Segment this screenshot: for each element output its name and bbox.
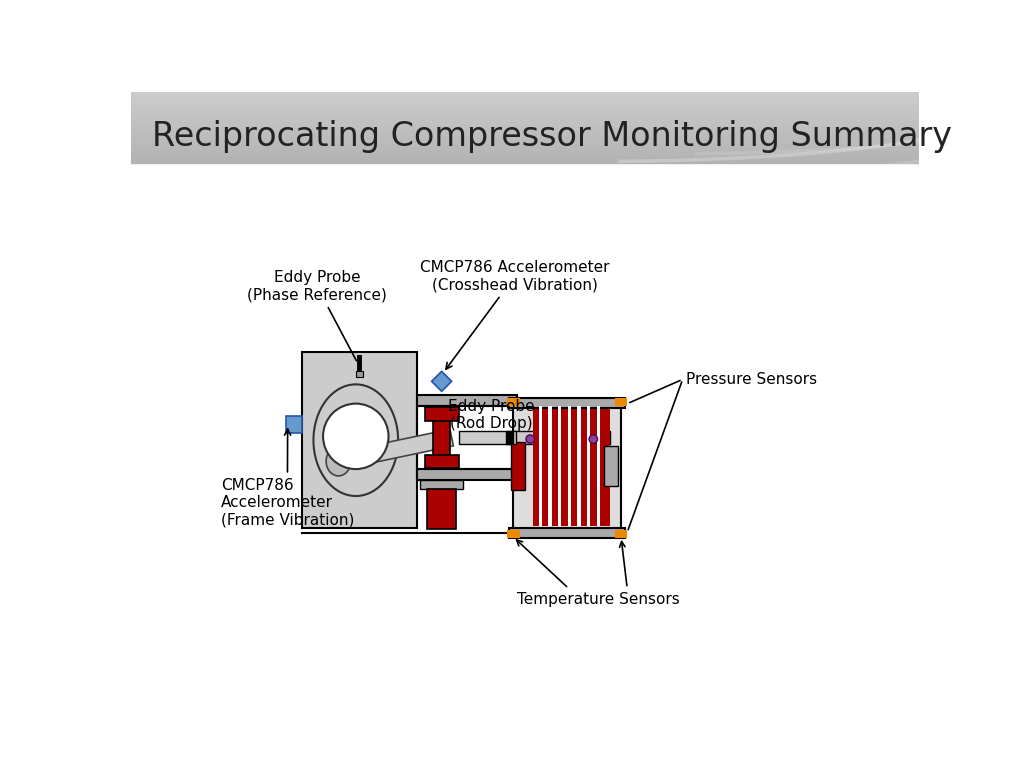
Bar — [131, 151, 920, 153]
Text: Eddy Probe
(Phase Reference): Eddy Probe (Phase Reference) — [247, 270, 387, 361]
Bar — [131, 104, 920, 107]
Bar — [131, 114, 920, 115]
Bar — [131, 129, 920, 131]
Bar — [509, 528, 625, 538]
Bar — [549, 406, 552, 526]
Bar — [131, 160, 920, 161]
Bar — [131, 134, 920, 137]
Bar — [131, 144, 920, 146]
Bar — [420, 480, 463, 489]
Bar — [615, 399, 627, 406]
Bar — [131, 111, 920, 114]
Bar — [131, 96, 920, 98]
Ellipse shape — [589, 435, 598, 443]
Bar — [433, 421, 451, 455]
Polygon shape — [432, 372, 452, 392]
Polygon shape — [337, 429, 454, 469]
Bar — [131, 161, 920, 164]
Bar — [506, 431, 512, 445]
Bar — [131, 106, 920, 108]
Bar — [539, 406, 542, 526]
Bar — [417, 396, 517, 406]
Bar — [131, 152, 920, 154]
Bar — [301, 353, 417, 528]
Bar — [615, 531, 627, 537]
Bar — [131, 154, 920, 157]
Bar — [356, 371, 364, 377]
Bar — [131, 145, 920, 147]
Bar — [417, 469, 517, 480]
Bar — [509, 398, 625, 408]
Bar — [427, 489, 457, 529]
Bar — [417, 406, 517, 469]
Text: Reciprocating Compressor Monitoring Summary: Reciprocating Compressor Monitoring Summ… — [153, 121, 952, 154]
Bar — [459, 432, 609, 444]
Bar — [578, 406, 581, 526]
Bar — [131, 147, 920, 149]
Bar — [131, 121, 920, 123]
Bar — [131, 157, 920, 160]
Bar — [597, 406, 600, 526]
Bar — [567, 406, 571, 526]
Bar — [131, 133, 920, 135]
Bar — [417, 406, 517, 469]
Bar — [513, 432, 515, 444]
Bar — [131, 119, 920, 121]
Bar — [131, 140, 920, 142]
Bar — [131, 124, 920, 126]
Bar — [131, 137, 920, 138]
Bar — [131, 99, 920, 101]
Bar — [604, 446, 617, 486]
Ellipse shape — [526, 435, 535, 443]
Bar — [131, 126, 920, 128]
Text: Temperature Sensors: Temperature Sensors — [516, 592, 679, 607]
Bar — [508, 399, 518, 406]
Bar — [131, 101, 920, 103]
Bar — [131, 94, 920, 96]
Bar — [508, 531, 518, 537]
Text: CMCP786 Accelerometer
(Crosshead Vibration): CMCP786 Accelerometer (Crosshead Vibrati… — [420, 260, 609, 369]
Bar — [131, 156, 920, 158]
Bar — [425, 455, 459, 468]
Bar — [513, 400, 621, 532]
Bar — [131, 117, 920, 119]
Text: Pressure Sensors: Pressure Sensors — [686, 372, 817, 387]
Ellipse shape — [326, 447, 351, 476]
Bar — [131, 110, 920, 112]
Text: CMCP786
Accelerometer
(Frame Vibration): CMCP786 Accelerometer (Frame Vibration) — [220, 429, 354, 528]
Bar — [286, 416, 301, 433]
Bar — [131, 138, 920, 141]
Bar — [131, 127, 920, 130]
Bar — [532, 406, 609, 526]
Bar — [131, 108, 920, 111]
Ellipse shape — [313, 384, 398, 496]
Bar — [131, 98, 920, 100]
Bar — [425, 407, 459, 421]
Text: Eddy Probe
(Rod Drop): Eddy Probe (Rod Drop) — [447, 399, 535, 438]
Bar — [131, 149, 920, 151]
Bar — [131, 115, 920, 118]
Ellipse shape — [323, 404, 388, 469]
Bar — [131, 131, 920, 134]
Bar — [558, 406, 561, 526]
Bar — [131, 142, 920, 144]
Bar — [131, 122, 920, 124]
Bar — [587, 406, 590, 526]
Bar — [131, 103, 920, 105]
Bar — [511, 442, 524, 490]
Bar — [131, 163, 920, 684]
Bar — [131, 92, 920, 94]
